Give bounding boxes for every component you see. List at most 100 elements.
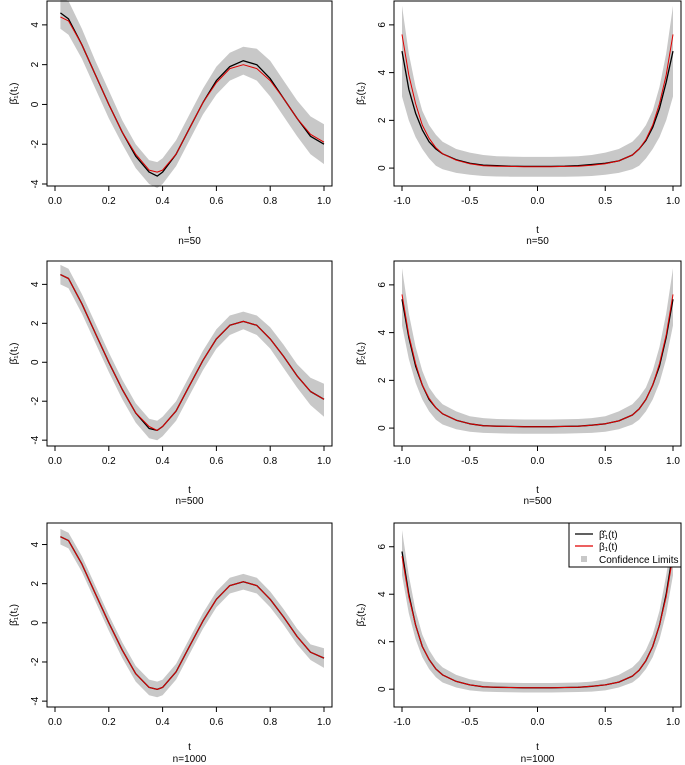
y-tick-label: 0	[377, 686, 388, 692]
y-tick-label: -4	[30, 179, 41, 188]
x-tick-label: 1.0	[317, 196, 331, 207]
x-tick-label: 1.0	[317, 717, 331, 728]
x-tick-label: -0.5	[461, 717, 479, 728]
x-tick-label: 0.4	[156, 717, 170, 728]
x-tick-label: -1.0	[393, 717, 411, 728]
x-tick-label: 0.5	[598, 196, 612, 207]
legend-entry-label: β̂₁(t)	[599, 529, 618, 541]
panel-2: -1.0 -0.5 0.0 0.5 1.0 0 2 4 6 β̂₂(t₂) tn=50	[355, 0, 682, 247]
x-tick-label: 0.0	[48, 196, 62, 207]
ylabel-1: β̂₁(t₁)	[8, 83, 20, 105]
true-curve-line	[401, 34, 674, 168]
x-tick-label: 0.5	[598, 456, 612, 467]
plot-frame	[46, 522, 333, 708]
legend-entry-label: β₁(t)	[599, 542, 618, 553]
x-tick-label: -1.0	[393, 456, 411, 467]
y-tick-label: -4	[30, 435, 41, 444]
y-tick-label: 0	[377, 165, 388, 171]
ylabel-2: β̂₂(t₂)	[355, 82, 367, 105]
true-curve-line	[60, 274, 325, 431]
panel-3: 0.0 0.2 0.4 0.6 0.8 1.0 -4 -2 0 2 4 β̂₁(t₁) tn=500	[8, 260, 333, 507]
y-tick-label: 2	[377, 638, 388, 644]
x-tick-label: 0.6	[209, 196, 223, 207]
sample-size-label: n=50	[178, 236, 201, 247]
confidence-band	[60, 0, 324, 188]
true-curve-line	[401, 556, 674, 689]
y-tick-label: 4	[30, 22, 41, 28]
y-tick-label: 2	[30, 320, 41, 326]
y-tick-label: 6	[377, 544, 388, 550]
x-tick-label: 0.8	[263, 717, 277, 728]
y-tick-label: 0	[377, 425, 388, 431]
sample-size-label: n=500	[175, 496, 204, 507]
x-axis-label: t	[188, 225, 191, 236]
y-tick-label: 4	[377, 329, 388, 335]
x-tick-label: 1.0	[666, 196, 680, 207]
y-tick-label: 2	[377, 117, 388, 123]
x-tick-label: 0.2	[102, 196, 116, 207]
y-tick-label: -2	[30, 396, 41, 405]
x-tick-label: 0.0	[531, 456, 545, 467]
x-tick-label: 0.8	[263, 196, 277, 207]
x-axis-label: t	[188, 742, 191, 753]
y-tick-label: -2	[30, 657, 41, 666]
x-tick-label: 1.0	[317, 456, 331, 467]
true-curve-line	[60, 536, 325, 690]
confidence-band	[402, 268, 673, 434]
x-tick-label: 0.4	[156, 196, 170, 207]
y-tick-label: 4	[30, 541, 41, 547]
x-tick-label: 0.4	[156, 456, 170, 467]
ylabel-3: β̂₁(t₁)	[8, 343, 20, 365]
true-curve-line	[401, 294, 674, 428]
panel-5: 0.0 0.2 0.4 0.6 0.8 1.0 -4 -2 0 2 4 β̂₁(t₁) tn=1000	[8, 522, 333, 765]
x-tick-label: 0.0	[48, 456, 62, 467]
y-tick-label: 6	[377, 282, 388, 288]
x-tick-label: 0.2	[102, 717, 116, 728]
x-axis-label: t	[536, 225, 539, 236]
x-tick-label: 0.6	[209, 717, 223, 728]
legend-square-key	[581, 556, 587, 562]
y-tick-label: 0	[30, 359, 41, 365]
y-tick-label: 6	[377, 22, 388, 28]
sample-size-label: n=500	[523, 496, 552, 507]
x-tick-label: 1.0	[666, 456, 680, 467]
true-curve-line	[60, 16, 325, 173]
x-tick-label: 1.0	[666, 717, 680, 728]
plot-frame	[46, 0, 333, 187]
x-tick-label: 0.5	[598, 717, 612, 728]
estimate-line	[401, 551, 674, 689]
ylabel-6: β̂₂(t₂)	[355, 604, 367, 627]
x-axis-label: t	[536, 485, 539, 496]
x-tick-label: -0.5	[461, 196, 479, 207]
confidence-band	[402, 5, 673, 177]
y-tick-label: 2	[30, 61, 41, 67]
panel-6: -1.0 -0.5 0.0 0.5 1.0 0 2 4 6 β̂₂(t₂) tn=1000	[355, 522, 682, 765]
x-tick-label: -1.0	[393, 196, 411, 207]
ylabel-4: β̂₂(t₂)	[355, 342, 367, 365]
x-tick-label: 0.0	[48, 717, 62, 728]
legend-entry-label: Confidence Limits	[599, 555, 678, 566]
x-tick-label: 0.6	[209, 456, 223, 467]
y-tick-label: -4	[30, 696, 41, 705]
y-tick-label: 4	[377, 69, 388, 75]
y-tick-label: 2	[377, 377, 388, 383]
y-tick-label: 4	[377, 591, 388, 597]
sample-size-label: n=1000	[521, 754, 555, 765]
y-tick-label: 0	[30, 101, 41, 107]
y-tick-label: 2	[30, 580, 41, 586]
y-tick-label: 0	[30, 620, 41, 626]
x-tick-label: -0.5	[461, 456, 479, 467]
confidence-band	[60, 264, 325, 441]
plot-frame	[46, 260, 333, 447]
x-tick-label: 0.8	[263, 456, 277, 467]
panel-4: -1.0 -0.5 0.0 0.5 1.0 0 2 4 6 β̂₂(t₂) tn=500	[355, 260, 682, 507]
y-tick-label: -2	[30, 139, 41, 148]
legend-box	[568, 522, 682, 568]
sample-size-label: n=50	[526, 236, 549, 247]
legend: β̂₁(t)β₁(t) Confidence Limits	[568, 522, 682, 568]
x-tick-label: 0.0	[531, 196, 545, 207]
x-tick-label: 0.2	[102, 456, 116, 467]
confidence-band	[60, 528, 325, 698]
x-axis-label: t	[536, 742, 539, 753]
